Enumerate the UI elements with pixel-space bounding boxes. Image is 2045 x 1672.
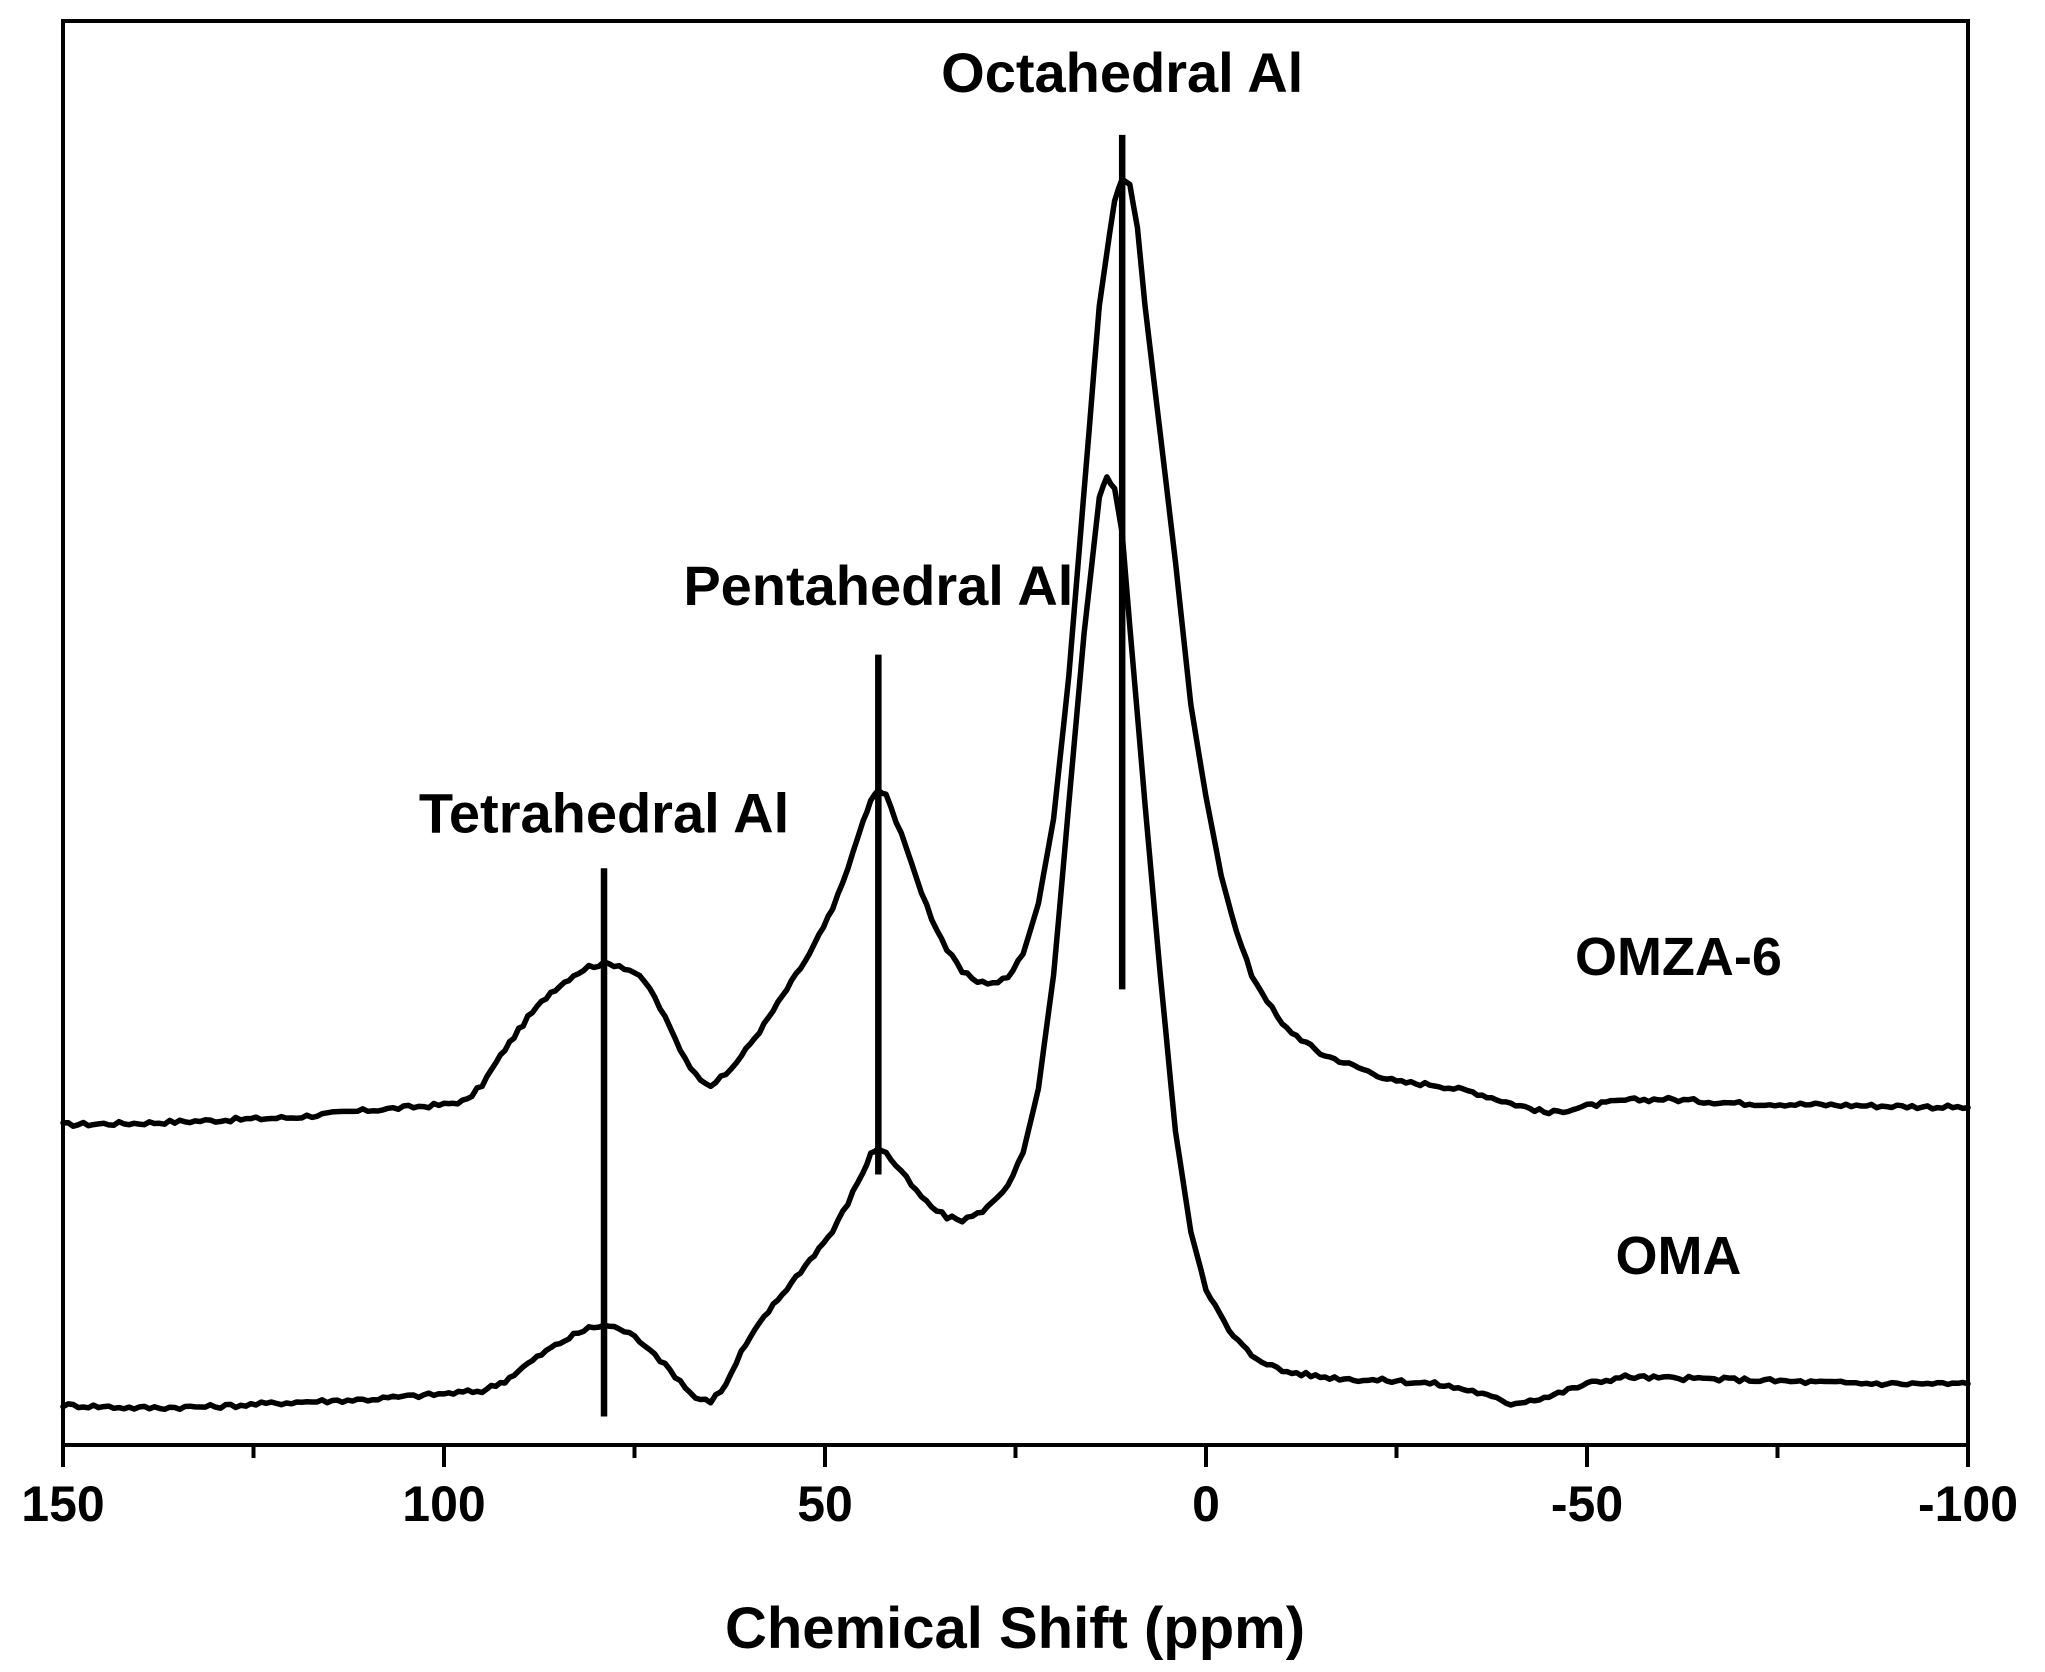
series-labels: OMZA-6 OMA bbox=[1575, 927, 1782, 1286]
peak-markers bbox=[600, 134, 1126, 1417]
series-label-omza-6: OMZA-6 bbox=[1575, 927, 1782, 987]
x-tick-label: 150 bbox=[21, 1476, 104, 1532]
annotation-tetrahedral-al: Tetrahedral Al bbox=[419, 782, 789, 845]
x-axis-tick-labels: 150 100 50 0 -50 -100 bbox=[21, 1476, 2018, 1532]
series-line-omza-6 bbox=[60, 176, 1971, 1129]
x-tick-label: 100 bbox=[402, 1476, 485, 1532]
x-tick-label: -50 bbox=[1551, 1476, 1623, 1532]
x-tick-label: 50 bbox=[797, 1476, 853, 1532]
series-line-oma bbox=[60, 474, 1971, 1413]
x-tick-label: -100 bbox=[1918, 1476, 2018, 1532]
x-tick-label: 0 bbox=[1192, 1476, 1220, 1532]
annotation-pentahedral-al: Pentahedral Al bbox=[683, 554, 1073, 617]
x-axis-ticks bbox=[61, 1445, 1970, 1467]
peak-annotations: Tetrahedral Al Pentahedral Al Octahedral A… bbox=[419, 41, 1303, 844]
series-label-oma: OMA bbox=[1615, 1226, 1741, 1286]
annotation-octahedral-al: Octahedral Al bbox=[941, 41, 1303, 104]
x-axis-title: Chemical Shift (ppm) bbox=[725, 1596, 1305, 1661]
spectrum-traces bbox=[60, 176, 1971, 1413]
